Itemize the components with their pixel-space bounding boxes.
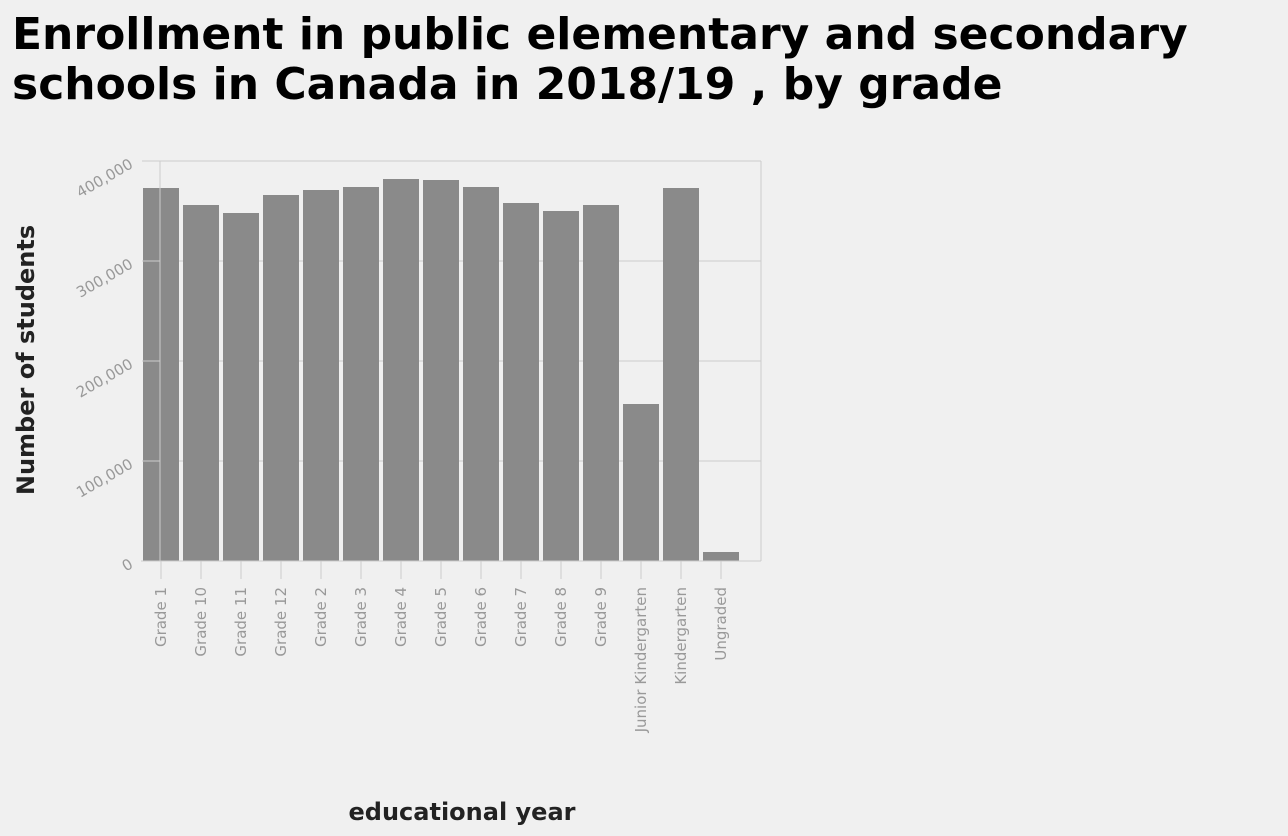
bar: [423, 180, 459, 561]
y-tick-label: 200,000: [73, 355, 136, 402]
x-tick-label: Kindergarten: [672, 587, 690, 685]
bar: [503, 203, 539, 561]
bar: [263, 195, 299, 561]
chart-title: Enrollment in public elementary and seco…: [12, 9, 1188, 110]
bar: [663, 188, 699, 561]
bar: [183, 205, 219, 561]
y-tick-label: 100,000: [73, 455, 136, 502]
x-tick-label: Grade 3: [352, 587, 370, 647]
x-tick-label: Grade 4: [392, 587, 410, 647]
x-tick-label: Grade 12: [272, 587, 290, 657]
y-tick-label: 300,000: [73, 255, 136, 302]
bar: [463, 187, 499, 561]
bar: [583, 205, 619, 561]
bar: [383, 179, 419, 561]
bar: [303, 190, 339, 561]
bar: [543, 211, 579, 561]
x-tick-label: Grade 2: [312, 587, 330, 647]
x-tick-label: Grade 9: [592, 587, 610, 647]
bar: [623, 404, 659, 561]
x-tick-label: Junior Kindergarten: [632, 587, 650, 733]
x-tick-label: Grade 10: [192, 587, 210, 657]
x-axis-title: educational year: [349, 798, 576, 826]
axes: [141, 160, 762, 579]
x-tick-label: Grade 6: [472, 587, 490, 647]
grid-lines: [160, 160, 761, 462]
bar: [143, 188, 179, 561]
x-tick-label: Grade 5: [432, 587, 450, 647]
bar: [223, 213, 259, 561]
x-tick-label: Grade 1: [152, 587, 170, 647]
x-tick-label: Grade 8: [552, 587, 570, 647]
x-tick-label: Ungraded: [712, 587, 730, 661]
y-axis-title: Number of students: [12, 225, 40, 495]
bar: [343, 187, 379, 561]
y-tick-label: 400,000: [73, 155, 136, 202]
bars: [143, 179, 739, 561]
x-tick-label: Grade 11: [232, 587, 250, 657]
bar: [703, 552, 739, 561]
y-tick-label: 0: [119, 555, 136, 575]
x-tick-label: Grade 7: [512, 587, 530, 647]
